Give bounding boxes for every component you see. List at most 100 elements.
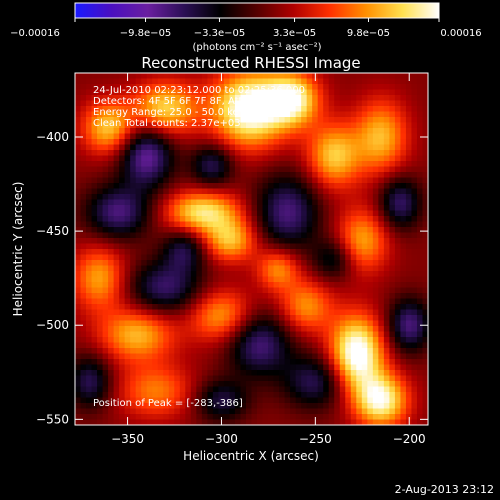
heatmap-cell [273,287,280,294]
heatmap-cell [356,183,363,190]
heatmap-cell [146,282,153,289]
heatmap-cell [394,172,402,179]
heatmap-cell [279,216,286,223]
heatmap-cell [334,166,341,173]
heatmap-cell [80,348,87,355]
heatmap-cell [323,210,330,217]
heatmap-cell [168,414,175,421]
heatmap-cell [284,188,291,195]
heatmap-cell [334,260,341,267]
heatmap-cell [312,298,319,305]
heatmap-cell [163,84,170,91]
heatmap-cell [108,276,115,283]
heatmap-cell [97,414,104,421]
heatmap-cell [356,95,363,102]
heatmap-cell [416,155,424,162]
heatmap-cell [422,397,428,404]
heatmap-cell [378,199,385,206]
heatmap-cell [196,293,203,300]
heatmap-cell [168,304,175,311]
heatmap-cell [345,353,352,360]
heatmap-cell [185,381,192,388]
heatmap-cell [411,403,418,410]
heatmap-cell [163,73,170,80]
heatmap-cell [75,238,82,245]
heatmap-cell [108,155,115,162]
heatmap-cell [207,276,214,283]
heatmap-cell [80,73,87,80]
heatmap-cell [218,205,225,212]
heatmap-cell [416,397,424,404]
heatmap-cell [350,276,357,283]
heatmap-cell [334,128,341,135]
heatmap-cell [135,89,142,96]
heatmap-cell [75,243,82,250]
heatmap-cell [284,78,291,85]
heatmap-cell [229,375,236,382]
heatmap-cell [405,381,413,388]
heatmap-cell [135,403,142,410]
heatmap-cell [389,166,396,173]
heatmap-cell [405,408,413,415]
heatmap-cell [130,128,137,135]
heatmap-cell [306,249,313,256]
heatmap-cell [273,111,280,118]
heatmap-cell [124,78,131,85]
heatmap-cell [262,205,269,212]
heatmap-cell [113,194,120,201]
heatmap-cell [108,133,115,140]
heatmap-cell [295,392,302,399]
heatmap-cell [389,381,396,388]
heatmap-cell [422,194,428,201]
heatmap-cell [323,144,330,151]
heatmap-cell [394,414,402,421]
heatmap-cell [306,287,313,294]
heatmap-cell [80,183,87,190]
heatmap-cell [295,370,302,377]
heatmap-cell [234,392,242,399]
heatmap-cell [91,287,98,294]
heatmap-cell [301,172,308,179]
heatmap-cell [372,188,379,195]
heatmap-cell [356,414,363,421]
heatmap-cell [80,265,87,272]
heatmap-cell [234,419,242,425]
heatmap-cell [284,359,291,366]
heatmap-cell [152,133,159,140]
heatmap-cell [174,249,181,256]
heatmap-cell [130,309,137,316]
heatmap-cell [279,139,286,146]
heatmap-cell [179,117,186,124]
heatmap-cell [372,298,379,305]
heatmap-cell [152,419,159,425]
heatmap-cell [152,139,159,146]
heatmap-cell [367,210,374,217]
heatmap-cell [334,210,341,217]
heatmap-cell [367,293,374,300]
heatmap-cell [361,128,368,135]
heatmap-cell [201,95,208,102]
heatmap-cell [301,139,308,146]
heatmap-cell [196,150,203,157]
heatmap-cell [350,139,357,146]
heatmap-cell [168,348,175,355]
heatmap-cell [400,304,407,311]
heatmap-cell [190,276,197,283]
heatmap-cell [152,106,159,113]
heatmap-cell [196,106,203,113]
heatmap-cell [130,287,137,294]
heatmap-cell [295,122,302,129]
heatmap-cell [405,117,413,124]
heatmap-cell [190,293,197,300]
heatmap-cell [229,353,236,360]
heatmap-cell [284,265,291,272]
heatmap-cell [262,254,269,261]
heatmap-cell [367,139,374,146]
heatmap-cell [108,177,115,184]
heatmap-cell [339,144,346,151]
heatmap-cell [97,276,104,283]
heatmap-cell [257,265,264,272]
heatmap-cell [108,243,115,250]
heatmap-cell [152,348,159,355]
heatmap-cell [422,403,428,410]
